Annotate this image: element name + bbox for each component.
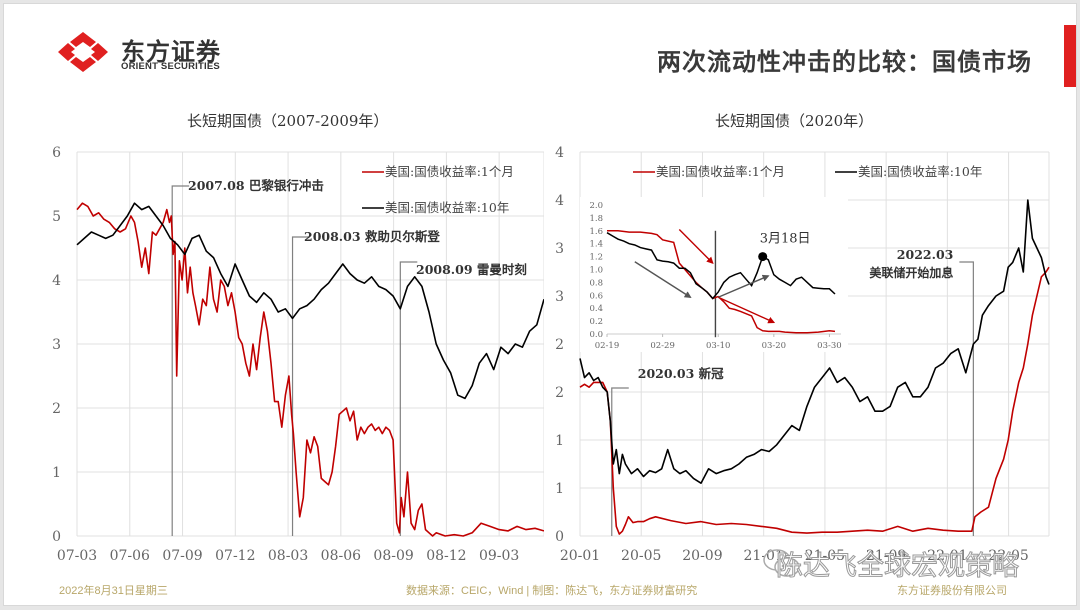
- logo-chinese-text: 东方证券: [121, 38, 221, 66]
- inset-y-tick-label: 0.8: [589, 278, 603, 288]
- legend-label: 美国:国债收益率:10年: [385, 200, 509, 215]
- watermark-text: 陈达飞全球宏观策略: [776, 551, 1020, 583]
- company-logo: 东方证券 ORIENT SECURITIES: [56, 30, 256, 74]
- x-tick-label: 08-09: [373, 548, 413, 564]
- slide: 东方证券 ORIENT SECURITIES 两次流动性冲击的比较：国债市场 长…: [3, 3, 1077, 606]
- inset-marker-point: [758, 252, 768, 262]
- event-annotation: 2008.09 雷曼时刻: [416, 262, 527, 277]
- legend-label: 美国:国债收益率:1个月: [656, 164, 785, 179]
- inset-chart: 0.0 0.2 0.4 0.6 0.8 1.0 1.2 1.4 1.6 1.8 2.0 02-19 02…: [580, 197, 848, 352]
- y-tick-label: 6: [52, 145, 61, 161]
- inset-y-tick-label: 2.0: [589, 201, 603, 211]
- footer-date: 2022年8月31日星期三: [59, 585, 168, 597]
- inset-y-tick-label: 0.0: [589, 330, 603, 340]
- orient-diamond-icon: [58, 32, 108, 72]
- y-tick-label: 4: [555, 145, 564, 161]
- y-tick-label: 4: [52, 273, 61, 289]
- x-tick-label: 07-06: [110, 548, 150, 564]
- y-tick-label: 1: [555, 433, 564, 449]
- annotation-line: [399, 261, 418, 536]
- logo-english-text: ORIENT SECURITIES: [121, 61, 220, 72]
- y-tick-label: 5: [52, 209, 61, 225]
- inset-y-tick-label: 1.8: [589, 214, 603, 224]
- right-line-chart: 0 1 1 2 2 3 3 4 4 20-01 20-05 20-09 21-01 21-05 21-09 2…: [555, 145, 1050, 564]
- event-annotation: 2020.03 新冠: [638, 366, 724, 381]
- series-1m-line: [579, 266, 1050, 535]
- x-tick-label: 21-05: [805, 548, 845, 564]
- accent-tab: [1064, 25, 1076, 87]
- inset-series-10y: [606, 232, 836, 300]
- y-tick-label: 3: [555, 241, 564, 257]
- y-tick-label: 4: [555, 193, 564, 209]
- inset-y-tick-label: 1.6: [589, 227, 603, 237]
- y-tick-label: 1: [555, 481, 564, 497]
- trend-arrow: [634, 261, 692, 298]
- y-tick-label: 2: [555, 385, 564, 401]
- inset-y-tick-label: 0.6: [589, 291, 603, 301]
- trend-arrow: [678, 229, 714, 265]
- inset-y-tick-label: 1.4: [589, 240, 603, 250]
- x-tick-label: 21-01: [744, 548, 784, 564]
- event-annotation: 2007.08 巴黎银行冲击: [188, 178, 324, 193]
- inset-y-tick-label: 0.2: [589, 317, 603, 327]
- inset-x-tick-label: 02-29: [650, 341, 675, 351]
- x-tick-label: 09-03: [479, 548, 519, 564]
- inset-y-tick-label: 0.4: [589, 304, 603, 314]
- inset-y-tick-label: 1.0: [589, 266, 603, 276]
- y-tick-label: 2: [555, 337, 564, 353]
- left-line-chart: 0 1 2 3 4 5 6 07-03 07-06 07-09 07-12 08-03 08-06 08-…: [52, 145, 544, 564]
- event-annotation-text: 美联储开始加息: [869, 265, 953, 280]
- x-tick-label: 22-05: [988, 548, 1028, 564]
- inset-series-1m: [607, 230, 836, 334]
- footer-company: 东方证券股份有限公司: [897, 585, 1007, 597]
- annotation-line: [171, 185, 190, 536]
- footer-source: 数据来源：CEIC，Wind | 制图：陈达飞，东方证券财富研究: [406, 585, 698, 597]
- x-tick-label: 20-01: [560, 548, 600, 564]
- annotation-line: [611, 387, 629, 536]
- x-tick-label: 20-09: [682, 548, 722, 564]
- x-tick-label: 08-12: [426, 548, 466, 564]
- x-tick-label: 22-01: [927, 548, 967, 564]
- series-10y-line: [579, 199, 1050, 484]
- right-chart-title: 长短期国债（2020年）: [715, 112, 874, 130]
- y-tick-label: 3: [52, 337, 61, 353]
- annotation-line: [959, 261, 974, 536]
- trend-arrow: [717, 296, 776, 324]
- legend-label: 美国:国债收益率:10年: [858, 164, 982, 179]
- inset-y-tick-label: 1.2: [589, 253, 603, 263]
- x-tick-label: 07-12: [215, 548, 255, 564]
- y-tick-label: 1: [52, 465, 61, 481]
- inset-x-tick-label: 03-20: [762, 341, 787, 351]
- trend-arrow: [717, 274, 770, 298]
- y-tick-label: 3: [555, 289, 564, 305]
- inset-x-tick-label: 02-19: [595, 341, 620, 351]
- x-tick-label: 07-09: [162, 548, 202, 564]
- wechat-icon: [763, 549, 800, 577]
- y-tick-label: 0: [555, 529, 564, 545]
- left-chart-title: 长短期国债（2007-2009年）: [187, 112, 389, 130]
- event-annotation: 2008.03 救助贝尔斯登: [304, 229, 440, 244]
- x-tick-label: 21-09: [866, 548, 906, 564]
- inset-x-tick-label: 03-30: [817, 341, 842, 351]
- annotation-line: [291, 236, 310, 536]
- x-tick-label: 08-03: [268, 548, 308, 564]
- event-annotation-date: 2022.03: [897, 247, 954, 262]
- x-tick-label: 08-06: [321, 548, 361, 564]
- x-tick-label: 20-05: [621, 548, 661, 564]
- inset-annotation: 3月18日: [760, 231, 811, 246]
- y-tick-label: 2: [52, 401, 61, 417]
- inset-x-tick-label: 03-10: [706, 341, 731, 351]
- x-tick-label: 07-03: [57, 548, 97, 564]
- series-1m-line: [76, 202, 544, 537]
- y-tick-label: 0: [52, 529, 61, 545]
- legend-label: 美国:国债收益率:1个月: [385, 164, 514, 179]
- page-title: 两次流动性冲击的比较：国债市场: [657, 47, 1032, 76]
- series-10y-line: [76, 202, 544, 400]
